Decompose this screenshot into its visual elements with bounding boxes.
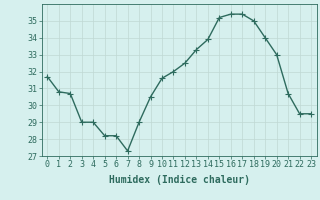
X-axis label: Humidex (Indice chaleur): Humidex (Indice chaleur) [109, 175, 250, 185]
